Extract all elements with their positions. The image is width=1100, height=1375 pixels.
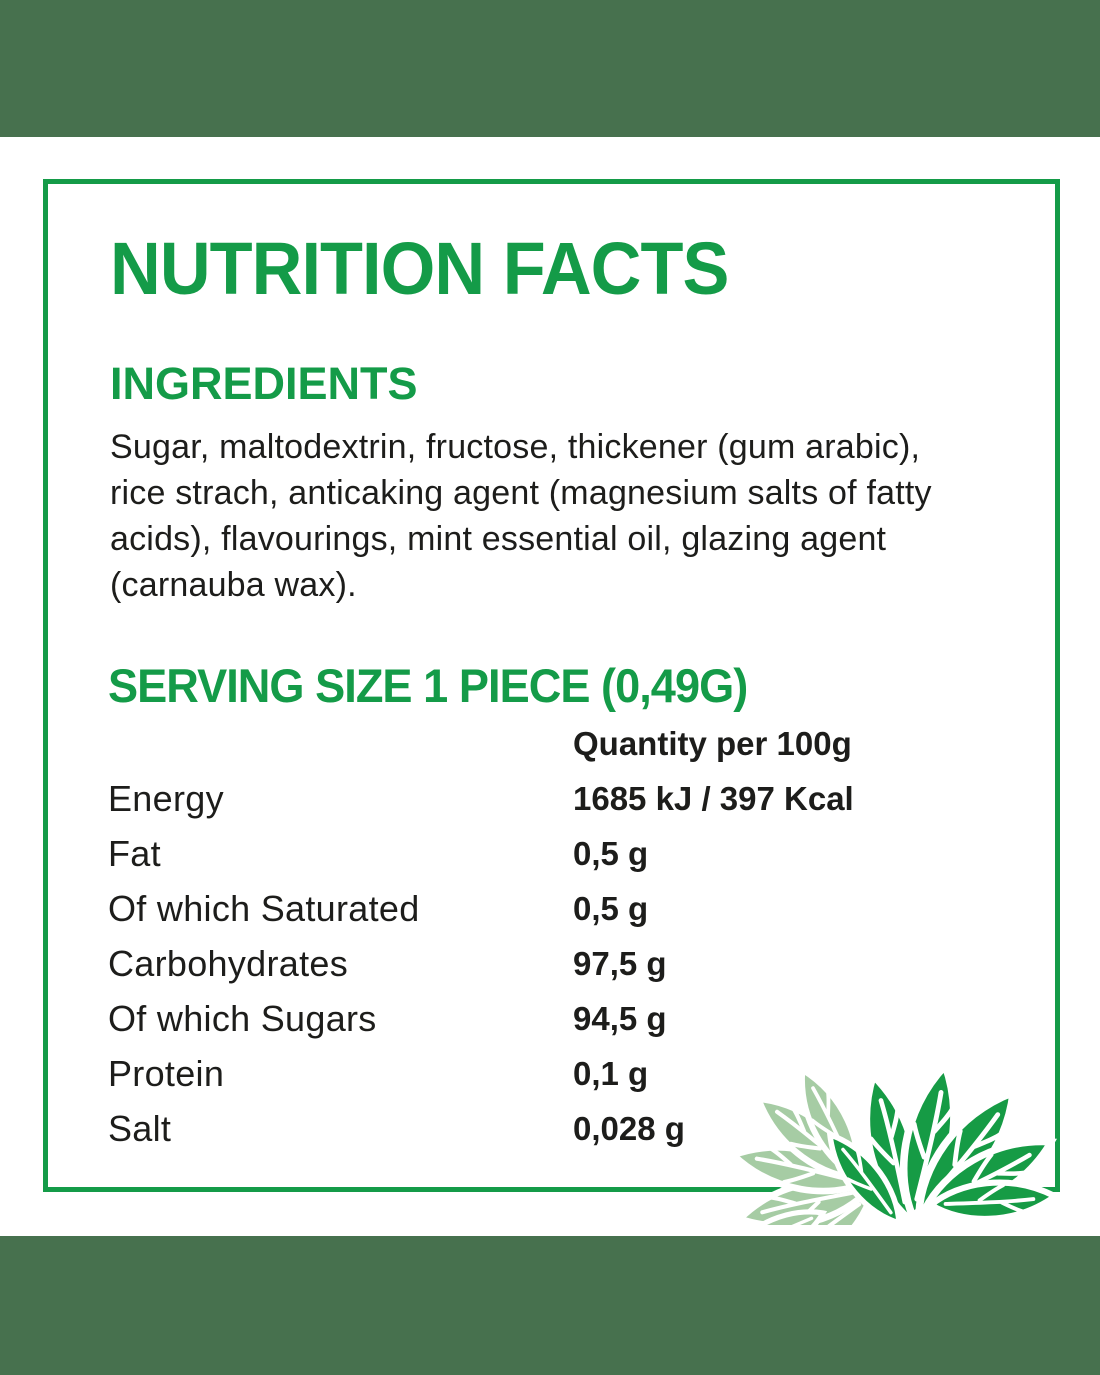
table-row: Protein 0,1 g	[108, 1046, 988, 1101]
mint-leaves-icon	[703, 973, 1067, 1225]
row-value: 0,5 g	[573, 834, 649, 872]
page-title: NUTRITION FACTS	[110, 227, 729, 310]
row-value: 97,5 g	[573, 944, 667, 982]
table-row: Salt 0,028 g	[108, 1101, 988, 1156]
row-label: Energy	[108, 777, 224, 819]
row-label: Carbohydrates	[108, 942, 349, 984]
ingredients-text: Sugar, maltodextrin, fructose, thickener…	[110, 428, 932, 604]
serving-size-heading: SERVING SIZE 1 PIECE (0,49G)	[108, 659, 748, 712]
row-value: 0,028 g	[573, 1109, 685, 1147]
table-header-row: Quantity per 100g	[108, 716, 988, 771]
table-row: Fat 0,5 g	[108, 826, 988, 881]
row-value: 0,1 g	[573, 1054, 649, 1092]
column-header: Quantity per 100g	[573, 724, 852, 762]
table-row: Energy 1685 kJ / 397 Kcal	[108, 771, 988, 826]
row-value: 1685 kJ / 397 Kcal	[573, 779, 854, 817]
row-label: Protein	[108, 1052, 225, 1094]
row-value: 0,5 g	[573, 889, 649, 927]
leaf-cluster-light	[719, 1062, 882, 1225]
row-label: Fat	[108, 832, 161, 874]
bottom-color-band	[0, 1236, 1100, 1375]
label-border-box	[43, 179, 1060, 1192]
ingredients-heading: INGREDIENTS	[110, 358, 418, 409]
top-color-band	[0, 0, 1100, 137]
row-label: Salt	[108, 1107, 172, 1149]
table-row: Of which Sugars 94,5 g	[108, 991, 988, 1046]
nutrition-table: Quantity per 100g Energy 1685 kJ / 397 K…	[108, 716, 988, 1156]
row-label: Of which Sugars	[108, 997, 377, 1039]
row-label: Of which Saturated	[108, 887, 420, 929]
table-row: Of which Saturated 0,5 g	[108, 881, 988, 936]
row-value: 94,5 g	[573, 999, 667, 1037]
table-row: Carbohydrates 97,5 g	[108, 936, 988, 991]
